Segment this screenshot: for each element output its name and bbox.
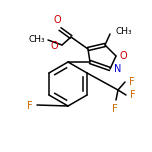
Text: F: F (112, 104, 118, 114)
Text: F: F (129, 77, 135, 87)
Text: CH₃: CH₃ (116, 28, 133, 36)
Text: O: O (53, 15, 61, 25)
Text: F: F (130, 90, 136, 100)
Text: CH₃: CH₃ (28, 35, 45, 43)
Text: O: O (50, 41, 58, 51)
Text: F: F (27, 101, 33, 111)
Text: O: O (120, 51, 128, 61)
Text: N: N (114, 64, 121, 74)
